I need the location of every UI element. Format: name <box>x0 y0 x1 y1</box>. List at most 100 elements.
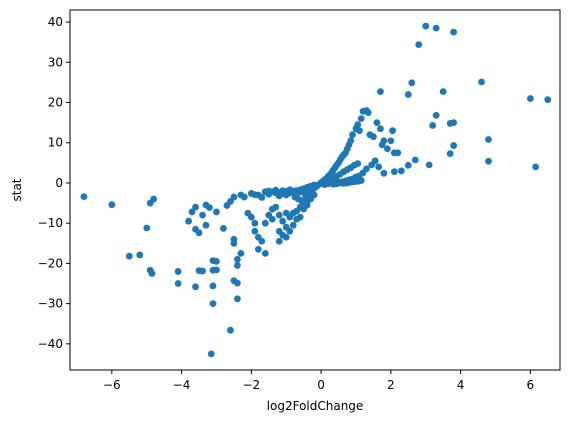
x-tick-label: 6 <box>527 378 535 392</box>
data-point <box>258 194 266 201</box>
data-point <box>387 137 395 145</box>
data-point <box>234 279 241 287</box>
data-point <box>394 149 402 157</box>
data-point <box>234 262 241 269</box>
data-point <box>425 161 433 169</box>
x-tick-label: 2 <box>387 378 395 392</box>
data-point <box>195 229 203 237</box>
data-point <box>404 161 412 169</box>
data-point <box>544 96 552 104</box>
x-axis-label: log2FoldChange <box>267 399 364 413</box>
data-point <box>282 233 290 241</box>
data-point <box>220 225 227 232</box>
x-tick-label: −6 <box>103 378 121 392</box>
data-point <box>321 181 328 188</box>
data-point <box>185 217 192 225</box>
data-point <box>373 119 381 127</box>
data-point <box>282 223 290 231</box>
y-tick-label: 0 <box>55 176 63 190</box>
data-point <box>383 145 391 153</box>
data-point <box>230 239 238 247</box>
data-point <box>380 137 388 145</box>
y-tick-label: 40 <box>48 15 63 29</box>
data-point <box>125 252 133 260</box>
data-point <box>450 142 458 149</box>
data-point <box>199 211 206 219</box>
data-point <box>136 251 144 259</box>
data-point <box>150 195 158 203</box>
data-point <box>261 219 269 227</box>
data-point <box>199 267 206 275</box>
data-point <box>356 127 363 135</box>
data-point <box>429 122 437 129</box>
x-tick-label: −2 <box>243 378 261 392</box>
data-point <box>192 283 199 291</box>
data-point <box>174 268 182 275</box>
data-point <box>446 150 454 158</box>
data-point <box>143 224 151 232</box>
data-point <box>268 215 276 223</box>
data-point <box>275 237 283 245</box>
x-tick-label: 0 <box>317 378 325 392</box>
y-tick-label: −20 <box>38 256 63 270</box>
data-point <box>450 119 458 127</box>
data-point <box>408 79 416 87</box>
data-point <box>485 136 492 143</box>
data-point <box>375 163 383 171</box>
data-point <box>209 282 217 290</box>
data-point <box>390 168 398 176</box>
points-layer <box>80 22 552 358</box>
y-tick-label: 10 <box>48 136 63 150</box>
y-tick-label: 20 <box>48 96 63 110</box>
y-axis-label: stat <box>10 178 24 201</box>
data-point <box>254 245 262 253</box>
data-point <box>227 326 234 334</box>
data-point <box>265 187 273 195</box>
data-point <box>397 167 405 175</box>
data-point <box>370 133 377 141</box>
data-point <box>354 160 362 168</box>
data-point <box>209 300 217 308</box>
data-point <box>237 249 245 257</box>
data-point <box>272 203 280 211</box>
data-point <box>207 350 215 358</box>
x-tick-label: 4 <box>457 378 465 392</box>
data-point <box>478 78 485 86</box>
data-point <box>251 227 259 235</box>
data-point <box>368 161 376 169</box>
x-tick-label: −4 <box>173 378 191 392</box>
data-point <box>289 221 297 229</box>
data-point <box>174 280 182 287</box>
data-point <box>380 169 388 177</box>
x-axis-ticks: −6 −4 −2 0 2 4 6 <box>103 370 534 392</box>
data-point <box>415 41 423 48</box>
data-point <box>376 125 384 133</box>
data-point <box>258 237 266 245</box>
data-point <box>485 157 492 165</box>
data-point <box>261 249 269 257</box>
data-point <box>247 213 255 221</box>
data-point <box>279 217 287 225</box>
data-point <box>234 255 241 263</box>
data-point <box>411 156 419 164</box>
data-point <box>202 201 210 209</box>
data-point <box>526 95 534 102</box>
data-point <box>289 209 297 217</box>
data-point <box>450 28 458 36</box>
data-point <box>202 221 210 229</box>
data-point <box>422 22 430 30</box>
data-point <box>213 208 220 216</box>
data-point <box>240 193 248 201</box>
y-tick-label: 30 <box>48 55 63 69</box>
data-point <box>404 91 412 98</box>
data-point <box>192 203 199 211</box>
data-point <box>432 24 440 32</box>
data-point <box>532 163 539 171</box>
y-axis-ticks: −40 −30 −20 −10 0 10 20 30 40 <box>38 15 70 351</box>
data-point <box>303 197 311 205</box>
data-point <box>376 88 384 96</box>
data-point <box>354 121 362 129</box>
data-point <box>213 258 220 265</box>
data-point <box>357 115 365 122</box>
